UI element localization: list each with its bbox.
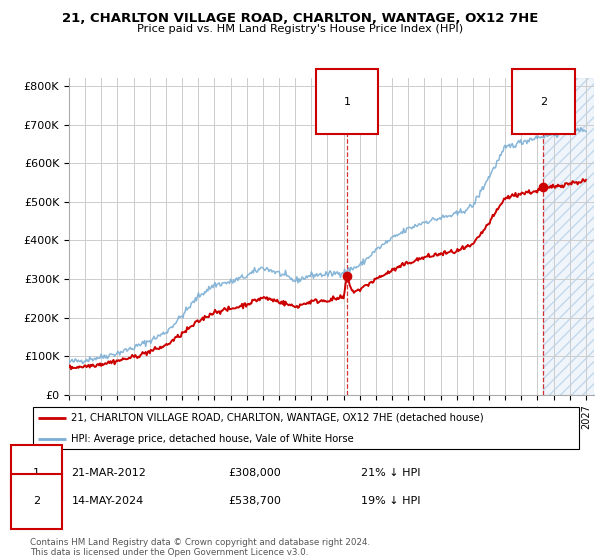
Text: £308,000: £308,000 — [229, 468, 281, 478]
Text: 21% ↓ HPI: 21% ↓ HPI — [361, 468, 421, 478]
Text: 2: 2 — [33, 496, 40, 506]
Text: 2: 2 — [540, 96, 547, 106]
FancyBboxPatch shape — [33, 407, 579, 449]
Text: 21, CHARLTON VILLAGE ROAD, CHARLTON, WANTAGE, OX12 7HE (detached house): 21, CHARLTON VILLAGE ROAD, CHARLTON, WAN… — [71, 413, 484, 423]
Text: £538,700: £538,700 — [229, 496, 281, 506]
Text: 1: 1 — [33, 468, 40, 478]
Text: Contains HM Land Registry data © Crown copyright and database right 2024.
This d: Contains HM Land Registry data © Crown c… — [30, 538, 370, 557]
Bar — [544, 78, 594, 395]
Text: HPI: Average price, detached house, Vale of White Horse: HPI: Average price, detached house, Vale… — [71, 435, 354, 444]
Text: 21-MAR-2012: 21-MAR-2012 — [71, 468, 146, 478]
Bar — [544, 78, 594, 395]
Text: 1: 1 — [344, 96, 350, 106]
Text: Price paid vs. HM Land Registry's House Price Index (HPI): Price paid vs. HM Land Registry's House … — [137, 24, 463, 34]
Text: 14-MAY-2024: 14-MAY-2024 — [71, 496, 143, 506]
Text: 21, CHARLTON VILLAGE ROAD, CHARLTON, WANTAGE, OX12 7HE: 21, CHARLTON VILLAGE ROAD, CHARLTON, WAN… — [62, 12, 538, 25]
Text: 19% ↓ HPI: 19% ↓ HPI — [361, 496, 421, 506]
